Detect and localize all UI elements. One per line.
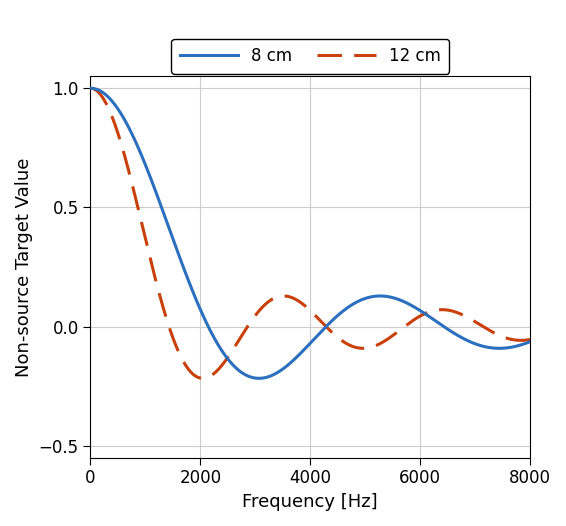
12 cm xyxy=(87,85,94,92)
12 cm xyxy=(436,307,443,313)
12 cm xyxy=(526,336,533,342)
Line: 12 cm: 12 cm xyxy=(91,88,530,378)
8 cm xyxy=(526,339,533,345)
12 cm xyxy=(413,315,420,321)
12 cm xyxy=(199,375,206,381)
8 cm xyxy=(366,294,373,300)
12 cm xyxy=(366,345,373,351)
8 cm xyxy=(109,98,116,105)
8 cm xyxy=(256,375,263,381)
Y-axis label: Non-source Target Value: Non-source Target Value xyxy=(15,157,33,377)
12 cm xyxy=(347,342,354,349)
8 cm xyxy=(87,85,94,92)
12 cm xyxy=(109,115,116,121)
Line: 8 cm: 8 cm xyxy=(91,88,530,378)
8 cm xyxy=(436,321,443,327)
8 cm xyxy=(347,302,354,309)
8 cm xyxy=(413,305,420,311)
12 cm xyxy=(246,320,253,327)
Legend: 8 cm, 12 cm: 8 cm, 12 cm xyxy=(171,39,449,74)
X-axis label: Frequency [Hz]: Frequency [Hz] xyxy=(242,493,378,511)
8 cm xyxy=(246,373,253,380)
